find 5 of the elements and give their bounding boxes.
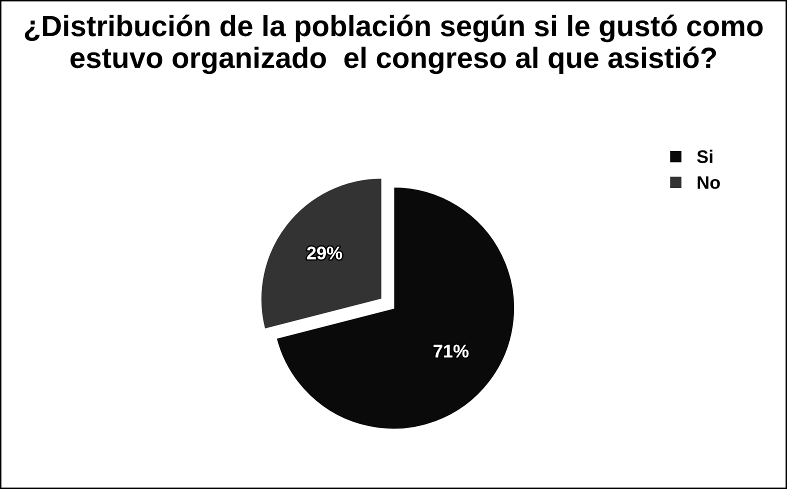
legend-label: Si xyxy=(697,150,712,164)
data-label: 29% xyxy=(307,246,342,260)
chart-title: ¿Distribución de la población según si le gustó como estuvo organizado el congreso al que asistió? xyxy=(24,14,763,74)
legend-label: No xyxy=(698,176,720,189)
data-label: 71% xyxy=(434,344,469,358)
